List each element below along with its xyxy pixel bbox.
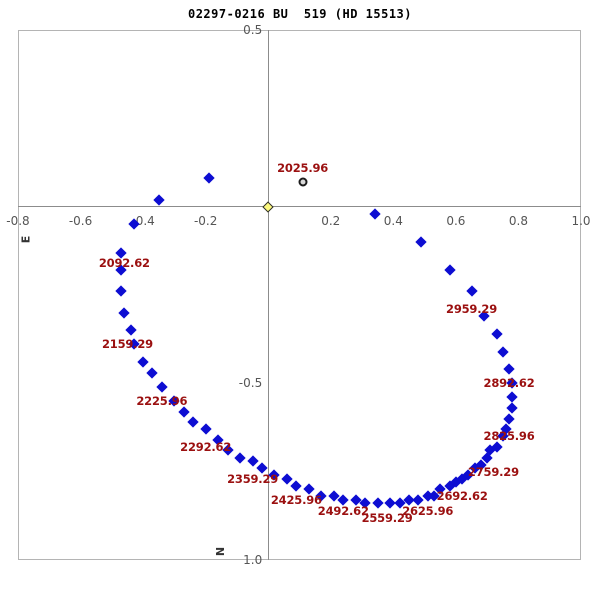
x-axis-direction-label: E [19,235,33,244]
x-tick-label: 0.6 [446,213,466,228]
epoch-label: 2292.62 [180,439,232,454]
chart-title: 02297-0216 BU 519 (HD 15513) [187,7,412,21]
epoch-label: 2159.29 [101,337,153,352]
x-tick-label: -0.4 [131,213,155,228]
x-tick-label: -0.6 [68,213,93,228]
epoch-label: 2625.96 [402,503,454,518]
epoch-label: 2559.29 [361,510,413,525]
x-axis-line [18,206,581,207]
epoch-label: 2759.29 [467,464,519,479]
x-tick-label: 0.2 [321,213,341,228]
plot-frame [18,30,581,560]
epoch-label: 2692.62 [436,489,488,504]
y-tick-label: -0.5 [238,376,263,391]
x-tick-label: 0.8 [508,213,528,228]
epoch-label: 2092.62 [98,256,150,271]
epoch-label: 2359.29 [227,471,279,486]
epoch-label: 2425.96 [270,492,322,507]
x-tick-label: 0.4 [383,213,403,228]
epoch-label: 2225.96 [136,394,188,408]
epoch-label: 2825.96 [483,429,535,444]
epoch-label: 2959.29 [446,302,498,317]
x-tick-label: 1.0 [571,213,591,228]
current-epoch-marker-icon [298,177,308,187]
y-tick-label: 1.0 [243,553,263,567]
epoch-label: 2025.96 [277,160,329,175]
x-tick-label: -0.8 [6,213,30,228]
x-tick-label: -0.2 [193,213,218,228]
y-tick-label: 0.5 [243,23,263,37]
epoch-label: 2492.62 [317,503,369,518]
y-axis-line [268,30,269,560]
epoch-label: 2892.62 [483,376,535,391]
